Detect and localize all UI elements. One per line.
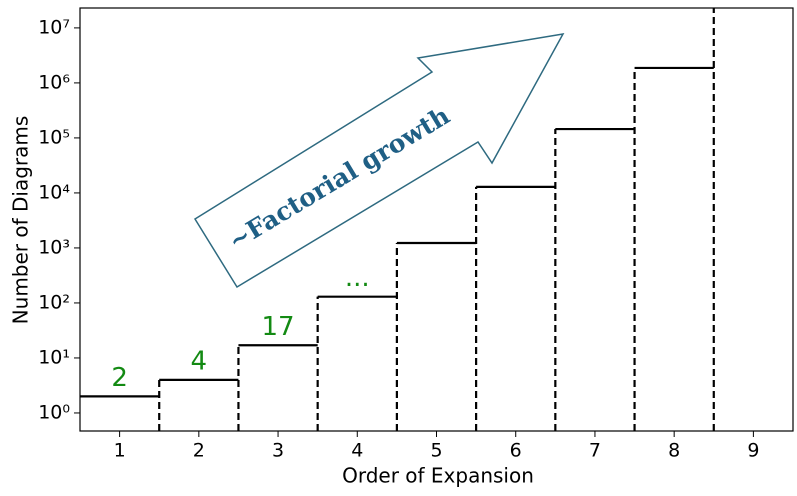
x-tick-label: 8 (668, 440, 680, 462)
value-label: 2 (111, 363, 128, 393)
y-tick-label: 10³ (38, 236, 70, 258)
y-axis-label: Number of Diagrams (9, 116, 33, 325)
x-tick-label: 3 (272, 440, 284, 462)
growth-arrow (193, 33, 565, 289)
x-tick-label: 1 (114, 440, 126, 462)
x-tick-label: 7 (589, 440, 601, 462)
value-label: 4 (191, 346, 208, 376)
annotation: ... (345, 263, 370, 293)
x-tick-label: 6 (510, 440, 522, 462)
y-tick-label: 10⁵ (38, 126, 70, 148)
x-tick-label: 4 (351, 440, 363, 462)
x-tick-label: 2 (193, 440, 205, 462)
arrow-text: ~Factorial growth (223, 101, 454, 256)
y-tick-label: 10² (38, 291, 70, 313)
x-tick-label: 5 (430, 440, 442, 462)
y-tick-label: 10⁰ (38, 401, 70, 423)
y-tick-label: 10¹ (38, 346, 70, 368)
y-tick-label: 10⁶ (38, 71, 70, 93)
x-axis-label: Order of Expansion (342, 464, 534, 488)
y-tick-label: 10⁷ (38, 16, 70, 38)
value-label: 17 (262, 312, 295, 342)
x-tick-label: 9 (747, 440, 759, 462)
y-tick-label: 10⁴ (38, 181, 70, 203)
